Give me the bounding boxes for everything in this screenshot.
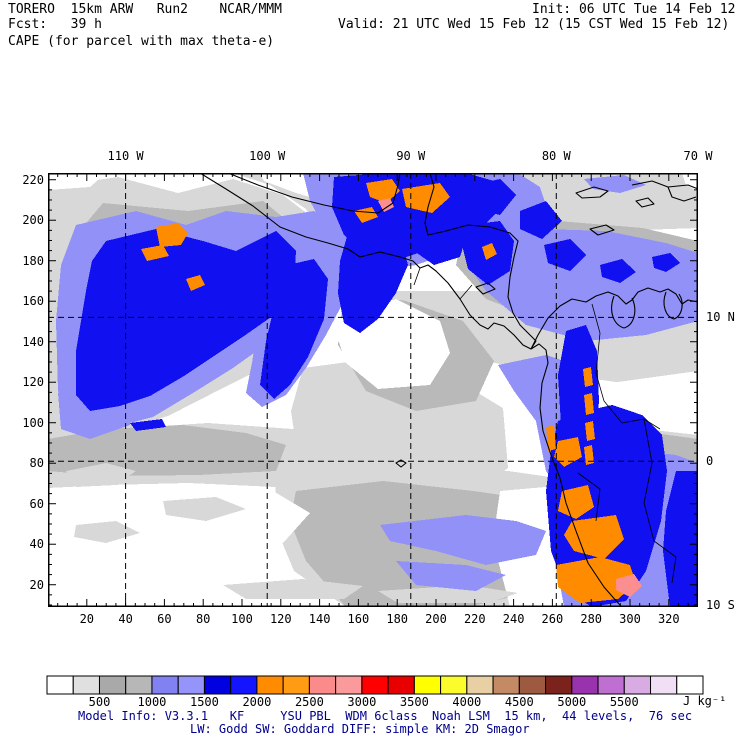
forecast-hour-label: Fcst: 39 h (8, 17, 102, 32)
x-tick-label: 60 (157, 612, 172, 626)
lat-label: 10 S (706, 597, 735, 612)
x-tick-label: 260 (541, 612, 564, 626)
lon-label: 80 W (541, 149, 571, 163)
x-tick-label: 180 (386, 612, 409, 626)
x-tick-label: 220 (463, 612, 486, 626)
colorbar-tick-label: 4000 (452, 695, 482, 709)
cape-map-canvas (48, 173, 698, 607)
colorbar-tick-label: 3000 (347, 695, 377, 709)
colorbar-tick-label: 2000 (242, 695, 272, 709)
x-tick-label: 140 (308, 612, 331, 626)
model-info-line2: LW: Godd SW: Goddard DIFF: simple KM: 2D… (190, 722, 530, 736)
x-tick-label: 40 (118, 612, 133, 626)
y-tick-label: 60 (29, 496, 44, 511)
colorbar-units-label: J kg⁻¹ (683, 694, 727, 708)
colorbar-tick-label: 500 (88, 695, 111, 709)
colorbar-tick-label: 5000 (557, 695, 587, 709)
lat-label: 0 (706, 454, 714, 469)
x-tick-label: 200 (425, 612, 447, 626)
valid-time-label: Valid: 21 UTC Wed 15 Feb 12 (15 CST Wed … (338, 17, 730, 32)
colorbar-tick-label: 2500 (294, 695, 324, 709)
y-tick-label: 200 (22, 213, 44, 228)
y-tick-label: 160 (22, 294, 44, 309)
x-tick-label: 320 (657, 612, 680, 626)
colorbar (46, 675, 704, 695)
model-info-line1: Model Info: V3.3.1 KF YSU PBL WDM 6class… (78, 709, 693, 723)
lon-label: 70 W (683, 149, 713, 163)
y-tick-label: 80 (29, 456, 44, 471)
x-tick-label: 300 (619, 612, 641, 626)
lon-label: 110 W (107, 149, 144, 163)
x-tick-label: 280 (580, 612, 603, 626)
colorbar-tick-label: 1500 (189, 695, 219, 709)
y-tick-label: 100 (22, 415, 44, 430)
x-tick-label: 240 (502, 612, 525, 626)
model-run-label: TORERO 15km ARW Run2 NCAR/MMM (8, 2, 282, 17)
lon-label: 90 W (396, 149, 426, 163)
colorbar-tick-label: 1000 (137, 695, 167, 709)
lon-label: 100 W (249, 149, 286, 163)
x-tick-label: 160 (347, 612, 370, 626)
colorbar-tick-label: 3500 (399, 695, 429, 709)
init-time-label: Init: 06 UTC Tue 14 Feb 12 (532, 2, 736, 17)
y-tick-label: 140 (22, 334, 44, 349)
colorbar-tick-label: 4500 (504, 695, 534, 709)
y-tick-label: 180 (22, 253, 44, 268)
y-tick-label: 120 (22, 375, 44, 390)
plot-title: CAPE (for parcel with max theta-e) (8, 34, 275, 49)
x-tick-label: 20 (79, 612, 95, 626)
colorbar-tick-label: 5500 (609, 695, 639, 709)
x-tick-label: 80 (195, 612, 211, 626)
lat-label: 10 N (706, 310, 735, 325)
y-tick-label: 40 (29, 537, 44, 552)
y-tick-label: 220 (22, 172, 44, 187)
x-tick-label: 120 (269, 612, 292, 626)
x-tick-label: 100 (231, 612, 253, 626)
y-tick-label: 20 (29, 577, 44, 592)
